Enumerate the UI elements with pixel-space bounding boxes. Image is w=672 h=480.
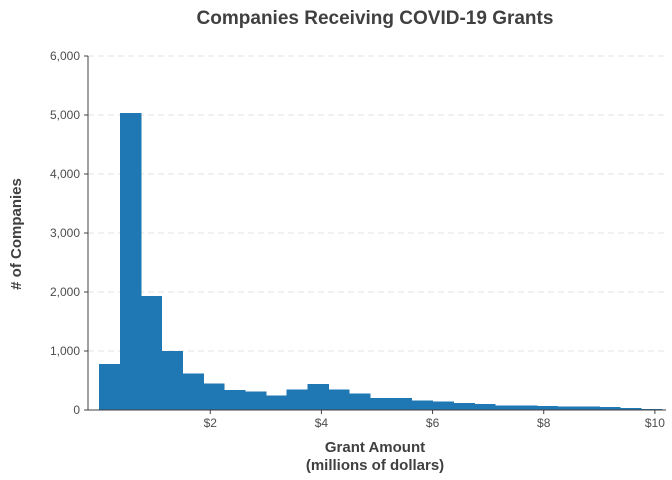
histogram-bar xyxy=(474,404,496,410)
histogram-bar xyxy=(599,407,621,410)
histogram-bar xyxy=(411,400,434,410)
histogram-bar xyxy=(99,363,121,410)
y-tick-label: 1,000 xyxy=(50,344,80,358)
histogram-bar xyxy=(119,113,142,410)
histogram-bar xyxy=(161,351,183,410)
histogram-bar xyxy=(203,383,225,410)
histogram-bar xyxy=(370,398,392,410)
y-tick-label: 6,000 xyxy=(50,49,80,63)
y-tick-label: 3,000 xyxy=(50,226,80,240)
histogram-bar xyxy=(349,393,371,410)
histogram-bar xyxy=(557,406,579,410)
histogram-bar xyxy=(224,389,246,410)
histogram-bar xyxy=(245,391,267,410)
histogram-bar xyxy=(515,405,538,410)
x-axis-title: Grant Amount xyxy=(325,439,425,456)
x-tick-label: $4 xyxy=(315,416,329,430)
histogram-bar xyxy=(307,384,329,410)
y-axis-title: # of Companies xyxy=(8,178,25,290)
x-tick-label: $8 xyxy=(537,416,551,430)
gridlines xyxy=(88,55,666,352)
histogram-bar xyxy=(286,389,309,410)
y-tick-label: 0 xyxy=(73,403,80,417)
histogram-bar xyxy=(328,389,350,410)
x-axis-subtitle: (millions of dollars) xyxy=(306,457,444,474)
x-tick-label: $6 xyxy=(426,416,440,430)
histogram-bar xyxy=(265,395,288,410)
y-tick-label: 5,000 xyxy=(50,108,80,122)
histogram-bars xyxy=(99,113,663,410)
x-axis-ticks: $2 $4 $6 $8 $10 xyxy=(204,410,665,430)
histogram-bar xyxy=(453,402,475,410)
histogram-bar xyxy=(578,406,600,410)
histogram-bar xyxy=(495,405,517,410)
x-tick-label: $2 xyxy=(204,416,218,430)
histogram-bar xyxy=(390,398,413,410)
y-tick-label: 4,000 xyxy=(50,167,80,181)
y-axis-ticks: 0 1,000 2,000 3,000 4,000 5,000 6,000 xyxy=(50,49,88,417)
histogram-bar xyxy=(640,408,663,410)
y-tick-label: 2,000 xyxy=(50,285,80,299)
histogram-bar xyxy=(432,401,454,410)
histogram-bar xyxy=(140,296,163,410)
histogram-bar xyxy=(536,405,559,410)
histogram-bar xyxy=(620,408,642,410)
chart-title: Companies Receiving COVID-19 Grants xyxy=(197,8,554,29)
histogram-bar xyxy=(182,373,204,410)
x-tick-label: $10 xyxy=(645,416,665,430)
